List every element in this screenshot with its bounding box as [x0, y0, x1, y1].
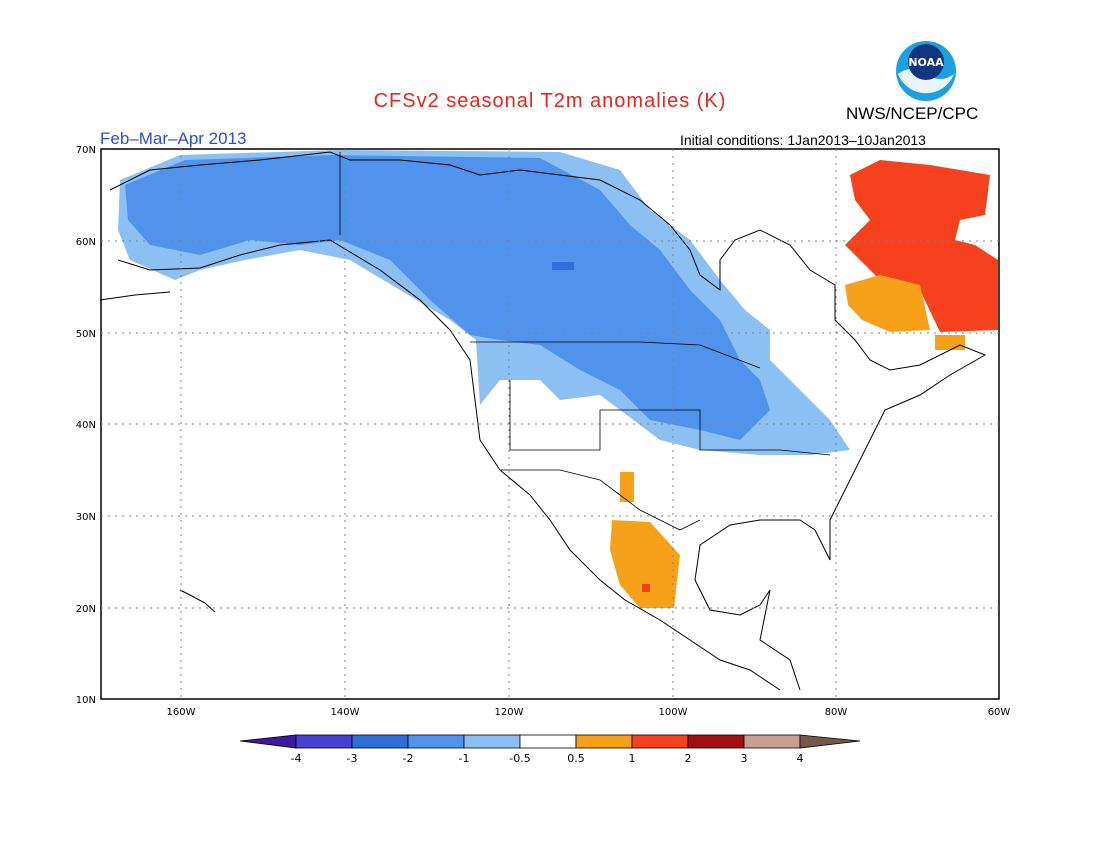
colorbar-cell	[239, 734, 297, 749]
lon-tick: 100W	[659, 707, 688, 718]
colorbar-cell	[407, 734, 465, 749]
colorbar-labels: -4 -3 -2 -1 -0.5 0.5 1 2 3 4	[291, 752, 804, 765]
colorbar-cell	[575, 734, 633, 749]
lat-tick: 20N	[76, 604, 96, 615]
warm-anomaly-labrador	[845, 160, 998, 332]
colorbar-label: -1	[459, 752, 470, 765]
lon-tick: 120W	[495, 707, 524, 718]
colorbar-label: 3	[741, 752, 748, 765]
warm-anomaly-quebec	[845, 275, 930, 332]
colorbar-label: -3	[347, 752, 358, 765]
colorbar-cell	[351, 734, 409, 749]
coastlines	[99, 151, 987, 691]
colorbar-cell	[687, 734, 745, 749]
lat-ticks: 70N 60N 50N 40N 30N 20N 10N	[76, 145, 96, 706]
colorbar-cell	[799, 734, 861, 749]
logo-text: NOAA	[908, 56, 944, 69]
colorbar-cell	[295, 734, 353, 749]
colorbar-label: 0.5	[567, 752, 585, 765]
lat-tick: 10N	[76, 695, 96, 706]
colorbar-label: -4	[291, 752, 302, 765]
colorbar-cell	[519, 734, 577, 749]
agency-label: NWS/NCEP/CPC	[846, 104, 979, 123]
warm-anomaly-maritime	[935, 335, 965, 350]
colorbar-label: 1	[629, 752, 636, 765]
cool-anomaly-medium	[125, 155, 770, 440]
cool-anomaly-dark	[552, 262, 574, 270]
gridlines	[101, 149, 999, 699]
chart-title: CFSv2 seasonal T2m anomalies (K)	[373, 90, 727, 112]
colorbar	[239, 734, 861, 749]
anomaly-shading	[118, 150, 998, 608]
borders	[339, 152, 831, 531]
colorbar-cell	[631, 734, 689, 749]
colorbar-label: 2	[685, 752, 692, 765]
lat-tick: 70N	[76, 145, 96, 156]
warm-anomaly-core	[642, 584, 650, 592]
initial-conditions: Initial conditions: 1Jan2013–10Jan2013	[680, 132, 926, 148]
lon-ticks: 160W 140W 120W 100W 80W 60W	[167, 707, 1011, 718]
lon-tick: 60W	[988, 707, 1011, 718]
lon-tick: 160W	[167, 707, 196, 718]
warm-anomaly-mexico	[610, 520, 680, 608]
warm-anomaly-newmexico	[620, 472, 634, 502]
lat-tick: 60N	[76, 237, 96, 248]
lat-tick: 30N	[76, 512, 96, 523]
lon-tick: 80W	[825, 707, 848, 718]
colorbar-label: -2	[403, 752, 414, 765]
colorbar-cell	[463, 734, 521, 749]
noaa-logo: NOAA	[896, 41, 956, 101]
colorbar-label: -0.5	[509, 752, 530, 765]
lat-tick: 40N	[76, 420, 96, 431]
colorbar-label: 4	[797, 752, 804, 765]
lon-tick: 140W	[331, 707, 360, 718]
lat-tick: 50N	[76, 329, 96, 340]
colorbar-cell	[743, 734, 801, 749]
forecast-period: Feb–Mar–Apr 2013	[100, 129, 247, 148]
